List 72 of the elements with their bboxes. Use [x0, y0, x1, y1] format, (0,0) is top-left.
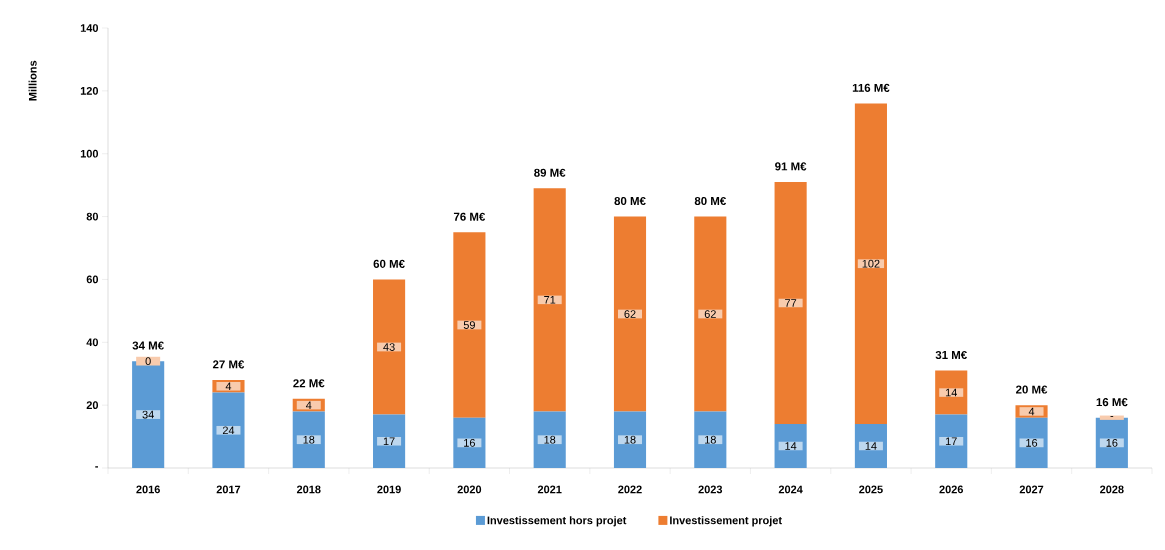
bar — [533, 188, 566, 412]
total-label: 91 M€ — [775, 162, 807, 171]
data-label: 16 — [464, 438, 475, 447]
x-tick-label: 2019 — [377, 485, 401, 494]
x-tick-label: 2026 — [939, 485, 964, 494]
data-label: 16 — [1106, 438, 1118, 447]
y-tick-label: 100 — [80, 149, 99, 158]
data-label: 18 — [624, 435, 636, 444]
data-label: 4 — [305, 401, 312, 409]
x-tick-label: 2028 — [1100, 485, 1124, 494]
x-tick-label: 2016 — [136, 485, 160, 494]
x-tick-label: 2022 — [618, 485, 642, 494]
total-label: 80 M€ — [614, 196, 646, 206]
data-label: 77 — [785, 299, 797, 307]
x-tick-label: 2023 — [698, 485, 723, 494]
total-label: 80 M€ — [694, 196, 727, 206]
data-label: 102 — [862, 259, 880, 268]
total-label: 116 M€ — [852, 83, 890, 92]
data-label: 14 — [785, 442, 797, 450]
data-label: 18 — [303, 435, 315, 444]
data-label: 16 — [1026, 438, 1038, 447]
x-tick-label: 2017 — [216, 485, 241, 494]
data-label: 14 — [865, 442, 877, 450]
total-label: 27 M€ — [212, 360, 245, 369]
y-tick-label: 20 — [86, 401, 99, 410]
data-label: 17 — [945, 437, 957, 446]
bar — [694, 411, 727, 468]
y-axis-title: Millions — [28, 60, 37, 101]
total-label: 22 M€ — [293, 379, 325, 388]
bar — [694, 216, 727, 412]
bar — [613, 216, 647, 412]
total-label: 60 M€ — [373, 259, 405, 268]
data-label: 24 — [222, 426, 235, 435]
total-label: 20 M€ — [1016, 385, 1048, 394]
data-label: 62 — [704, 310, 716, 318]
bar — [373, 279, 406, 415]
bar — [613, 411, 647, 468]
y-tick-label: - — [95, 466, 99, 468]
bar — [774, 182, 807, 424]
bar — [854, 103, 887, 424]
x-tick-label: 2025 — [859, 485, 883, 494]
total-label: 89 M€ — [534, 168, 566, 177]
data-label: 59 — [463, 321, 475, 329]
data-label: 34 — [142, 410, 154, 419]
y-tick-label: 80 — [86, 212, 99, 221]
total-label: 76 M€ — [453, 212, 486, 221]
data-label: 4 — [225, 382, 232, 391]
data-label: 62 — [624, 310, 636, 318]
x-tick-label: 2018 — [296, 485, 321, 494]
data-label: 43 — [383, 343, 395, 351]
data-label: - — [1110, 416, 1114, 417]
total-label: 31 M€ — [935, 350, 967, 360]
x-tick-label: 2027 — [1019, 485, 1044, 494]
data-label: 14 — [945, 388, 957, 397]
data-label: 18 — [705, 435, 716, 444]
y-tick-label: 40 — [86, 338, 99, 347]
data-label: 4 — [1028, 407, 1035, 416]
legend-label: Investissement projet — [670, 516, 782, 527]
y-tick-label: 140 — [80, 24, 99, 32]
legend-label: Investissement hors projet — [487, 516, 627, 527]
total-label: 16 M€ — [1096, 398, 1128, 407]
x-tick-label: 2021 — [537, 485, 562, 494]
y-tick-label: 120 — [80, 86, 99, 95]
data-label: 18 — [544, 435, 556, 444]
data-label: 71 — [544, 296, 556, 304]
x-tick-label: 2020 — [457, 485, 482, 494]
total-label: 34 M€ — [132, 341, 164, 350]
bar — [453, 232, 486, 418]
y-tick-label: 60 — [86, 275, 99, 284]
data-label: 0 — [145, 357, 151, 366]
data-label: 17 — [383, 437, 395, 446]
x-tick-label: 2024 — [778, 485, 803, 494]
